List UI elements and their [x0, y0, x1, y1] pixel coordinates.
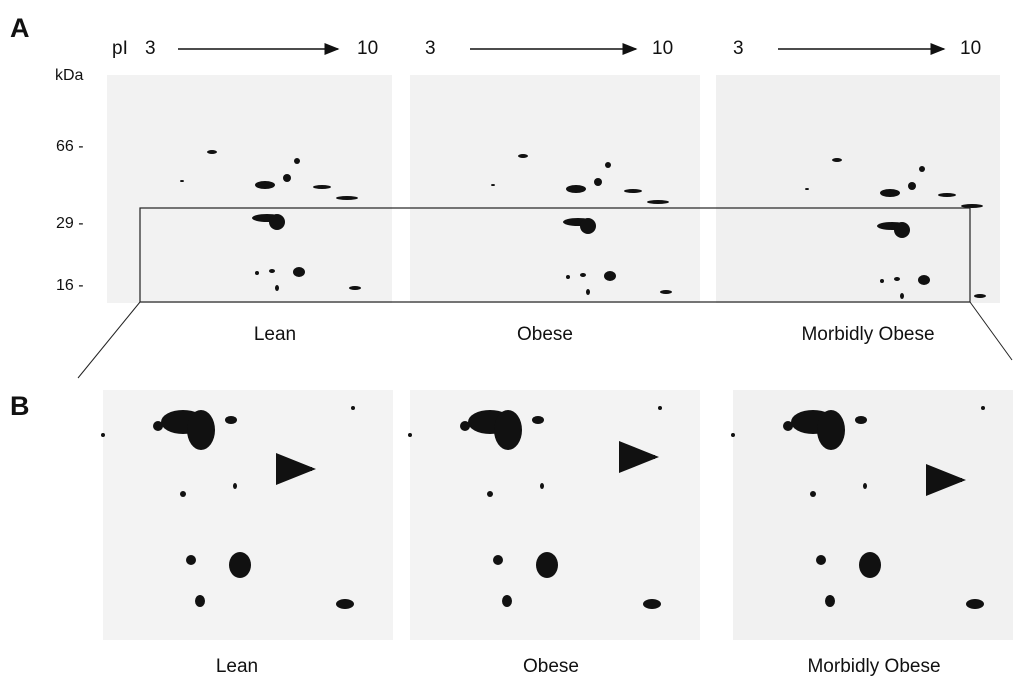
spot: [580, 273, 586, 277]
pi-end: 10: [652, 38, 673, 59]
spot: [938, 193, 956, 197]
spot: [643, 599, 661, 609]
mass-tick: 66 -: [56, 138, 84, 155]
spot: [229, 552, 251, 578]
spot: [859, 552, 881, 578]
spot: [283, 174, 291, 182]
spot: [624, 189, 642, 193]
zoom-line: [970, 302, 1012, 360]
gel-label: Obese: [523, 656, 579, 677]
mass-tick: 29 -: [56, 215, 84, 232]
spot: [580, 218, 596, 234]
spot: [233, 483, 237, 489]
spot: [981, 406, 985, 410]
spot: [919, 166, 925, 172]
spot: [275, 285, 279, 291]
pi-start: 3: [425, 38, 436, 59]
spot: [660, 290, 672, 294]
spot: [540, 483, 544, 489]
spot: [502, 595, 512, 607]
spot: [269, 214, 285, 230]
spot: [186, 555, 196, 565]
spot: [349, 286, 361, 290]
spot: [832, 158, 842, 162]
pi-end: 10: [357, 38, 378, 59]
gel-label: Morbidly Obese: [807, 656, 940, 677]
spot: [817, 410, 845, 450]
spot: [518, 154, 528, 158]
spot: [494, 410, 522, 450]
spot: [336, 196, 358, 200]
spot: [605, 162, 611, 168]
spot: [810, 491, 816, 497]
zoom-line: [78, 302, 140, 378]
spot: [180, 491, 186, 497]
spot: [816, 555, 826, 565]
spot: [658, 406, 662, 410]
gel-label: Lean: [216, 656, 258, 677]
spot: [255, 181, 275, 189]
spot: [493, 555, 503, 565]
pi-end: 10: [960, 38, 981, 59]
spot: [187, 410, 215, 450]
spot: [460, 421, 470, 431]
spot: [880, 279, 884, 283]
spot: [536, 552, 558, 578]
gels: [101, 75, 1013, 640]
spot: [351, 406, 355, 410]
mass-tick: 16 -: [56, 277, 84, 294]
spot: [566, 275, 570, 279]
spot: [269, 269, 275, 273]
spot: [255, 271, 259, 275]
spot: [908, 182, 916, 190]
pi-label: pI: [112, 38, 128, 59]
spot: [894, 277, 900, 281]
gel-image: [410, 75, 700, 303]
spot: [491, 184, 495, 186]
spot: [961, 204, 983, 208]
spot: [293, 267, 305, 277]
spot: [604, 271, 616, 281]
gel-image: [107, 75, 392, 303]
spot: [918, 275, 930, 285]
spot: [594, 178, 602, 186]
spot: [900, 293, 904, 299]
spot: [863, 483, 867, 489]
mass-unit: kDa: [55, 67, 84, 84]
spot: [101, 433, 105, 437]
spot: [825, 595, 835, 607]
spot: [180, 180, 184, 182]
spot: [855, 416, 867, 424]
spot: [966, 599, 984, 609]
spot: [566, 185, 586, 193]
pi-start: 3: [733, 38, 744, 59]
spot: [647, 200, 669, 204]
spot: [336, 599, 354, 609]
spot: [731, 433, 735, 437]
spot: [153, 421, 163, 431]
gel-label: Morbidly Obese: [801, 324, 934, 345]
pi-start: 3: [145, 38, 156, 59]
spot: [225, 416, 237, 424]
spot: [195, 595, 205, 607]
panel-label: A: [10, 13, 30, 43]
spot: [880, 189, 900, 197]
spot: [313, 185, 331, 189]
spot: [805, 188, 809, 190]
spot: [487, 491, 493, 497]
panel-label: B: [10, 391, 30, 421]
gel-label: Obese: [517, 324, 573, 345]
spot: [532, 416, 544, 424]
spot: [783, 421, 793, 431]
spot: [294, 158, 300, 164]
figure: A pI 3 10 3 10 3 10 kDa 66 - 29 - 16 - L…: [0, 0, 1014, 681]
spot: [408, 433, 412, 437]
gel-image: [716, 75, 1000, 303]
spot: [894, 222, 910, 238]
spot: [207, 150, 217, 154]
spot: [974, 294, 986, 298]
gel-label: Lean: [254, 324, 296, 345]
spot: [586, 289, 590, 295]
